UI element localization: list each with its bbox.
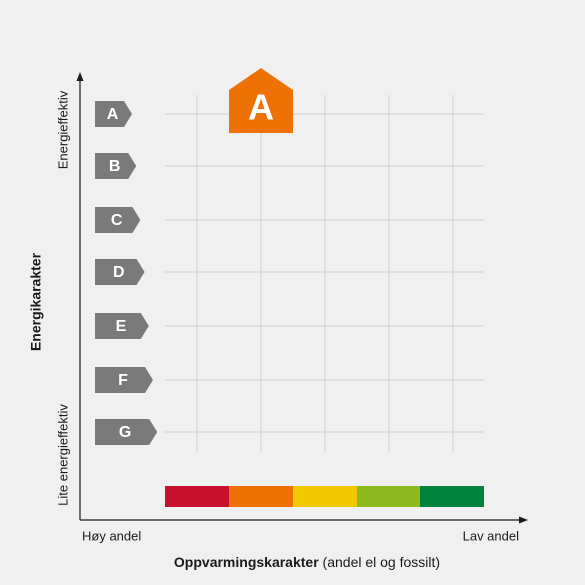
y-bottom-label: Lite energieffektiv	[55, 404, 70, 506]
x-axis-title: Oppvarmingskarakter (andel el og fossilt…	[174, 554, 440, 570]
grade-label: C	[111, 212, 123, 229]
grade-label: F	[118, 372, 128, 389]
grade-arrow	[95, 101, 132, 127]
y-top-label: Energieffektiv	[55, 90, 70, 169]
selected-grade: A	[229, 68, 293, 133]
grade-arrow	[95, 259, 145, 285]
y-axis-title: Energikarakter	[28, 252, 44, 351]
grid	[165, 95, 484, 452]
grade-label: A	[107, 106, 119, 123]
grade-arrow	[95, 153, 137, 179]
x-title-rest: (andel el og fossilt)	[323, 554, 441, 570]
grade-label: B	[109, 158, 121, 175]
grade-arrow	[95, 419, 158, 445]
x-title-bold: Oppvarmingskarakter	[174, 554, 319, 570]
grade-label: E	[116, 318, 127, 335]
selected-house	[229, 68, 293, 133]
color-scale	[165, 486, 484, 507]
grade-arrow	[95, 313, 149, 339]
x-left-label: Høy andel	[82, 528, 141, 543]
axes	[76, 72, 528, 524]
grade-label: G	[119, 424, 131, 441]
grade-arrow	[95, 367, 153, 393]
selected-label: A	[248, 87, 274, 128]
grade-arrow	[95, 207, 141, 233]
x-right-label: Lav andel	[463, 528, 519, 543]
grade-label: D	[113, 264, 125, 281]
